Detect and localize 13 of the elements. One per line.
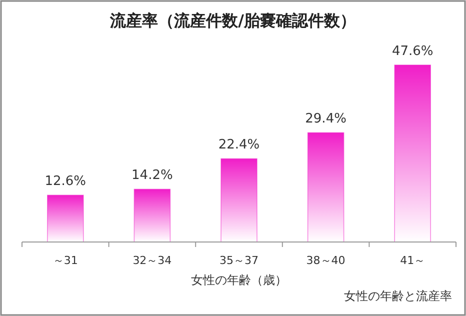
x-tick-label: 38～40 [306,254,346,267]
data-label: 12.6% [44,174,86,190]
x-tick-label: 41～ [400,254,426,267]
x-tick-label: ～31 [52,254,78,267]
data-label: 14.2% [132,168,173,184]
data-label: 29.4% [305,112,346,127]
data-label: 47.6% [392,44,434,59]
data-label: 22.4% [218,138,260,153]
x-tick-label: 35～37 [220,254,258,267]
x-axis-title: 女性の年齢（歳） [191,273,287,287]
x-tick-label: 32～34 [132,254,172,267]
text: 女性の年齢と流産率 [344,289,452,303]
chart-title: 流産率（流産件数/胎嚢確認件数） [109,11,356,30]
